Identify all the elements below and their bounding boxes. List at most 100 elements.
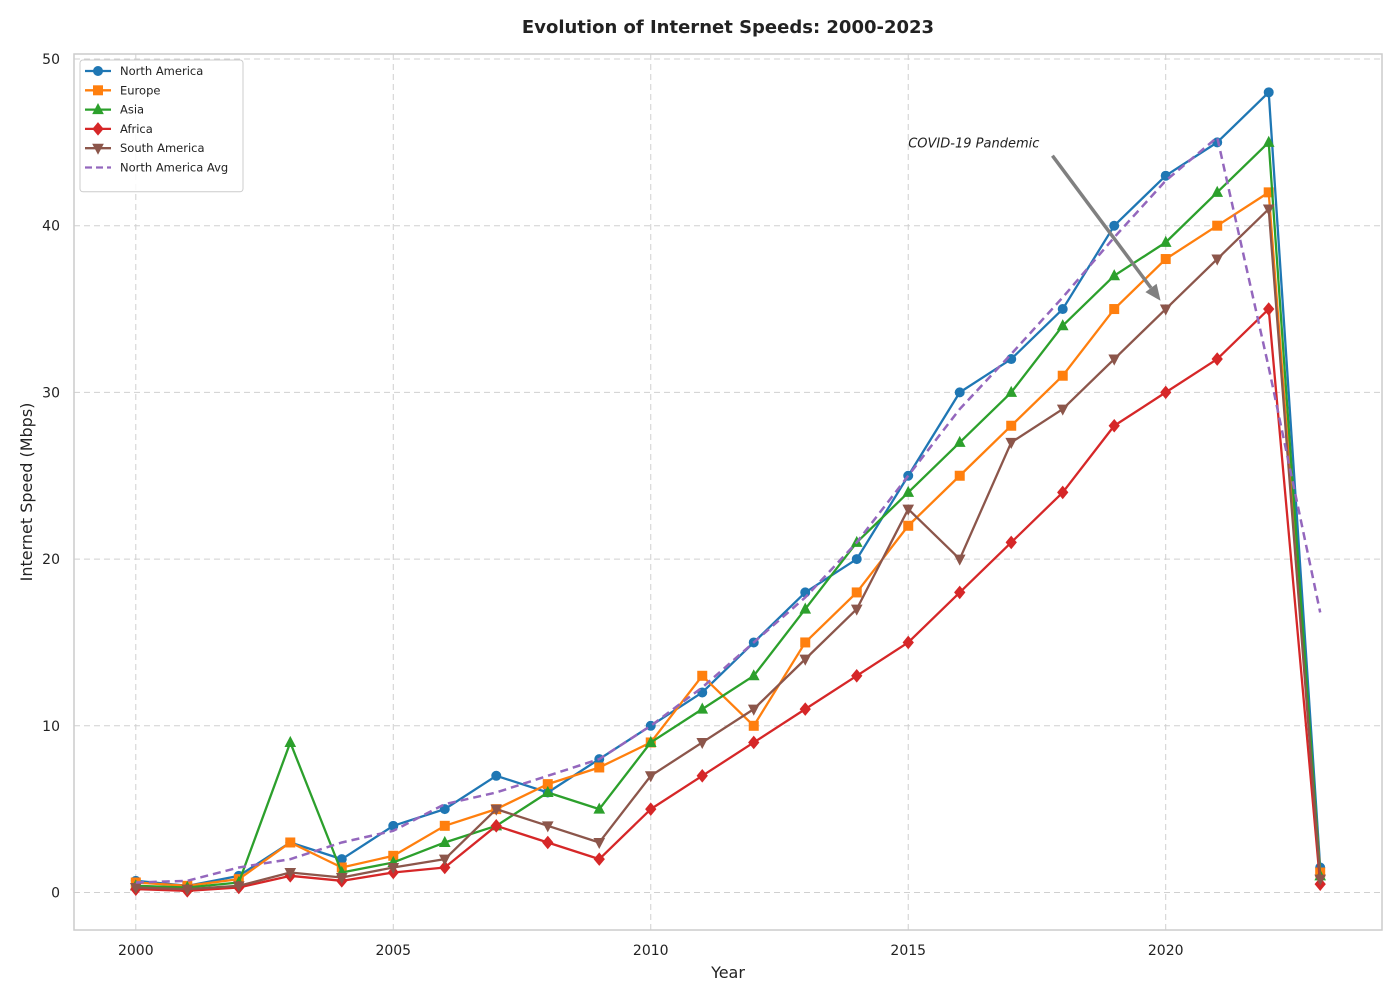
point-europe-2009: [594, 762, 605, 773]
point-north-america-2014: [851, 554, 862, 565]
y-tick-label-0: 0: [51, 885, 60, 901]
point-south-america-2011: [696, 737, 709, 750]
annotation-text: COVID-19 Pandemic: [908, 136, 1039, 151]
legend-label-europe: Europe: [120, 83, 160, 97]
point-africa-2018: [1057, 485, 1069, 500]
x-tick-label-2005: 2005: [375, 943, 411, 959]
point-europe-2003: [285, 837, 296, 848]
point-south-america-2016: [953, 554, 966, 566]
annotation-arrow-head: [1145, 283, 1161, 301]
point-asia-2006: [438, 835, 451, 847]
legend-label-south-america: South America: [120, 141, 205, 155]
point-south-america-2019: [1108, 354, 1121, 366]
legend-marker-africa: [92, 122, 104, 136]
point-asia-2018: [1056, 319, 1069, 331]
point-europe-2016: [954, 470, 965, 481]
point-north-america-2022: [1263, 87, 1274, 98]
point-africa-2019: [1108, 418, 1120, 433]
point-north-america-2007: [491, 770, 502, 781]
point-africa-2009: [593, 852, 605, 866]
point-africa-2012: [748, 735, 760, 750]
point-asia-2022: [1262, 135, 1275, 147]
series-south-america: [129, 204, 1327, 896]
point-south-america-2008: [541, 821, 554, 833]
point-south-america-2021: [1211, 254, 1224, 266]
point-north-america-2006: [439, 804, 450, 815]
x-tick-label-2020: 2020: [1148, 943, 1184, 959]
series-line-europe: [135, 191, 1322, 887]
x-tick-label-2000: 2000: [118, 943, 154, 959]
point-south-america-2002: [232, 881, 245, 893]
legend-marker-europe: [93, 85, 103, 96]
series-line-south-america: [135, 207, 1322, 891]
point-europe-2012: [748, 720, 759, 731]
series-line-asia: [135, 141, 1322, 889]
series-group: [129, 87, 1327, 898]
point-africa-2011: [696, 769, 708, 783]
point-south-america-2018: [1056, 404, 1069, 416]
point-europe-2006: [439, 820, 450, 831]
point-south-america-2023: [1314, 874, 1327, 886]
point-south-america-2007: [490, 804, 503, 816]
point-europe-2011: [697, 670, 708, 681]
point-north-america-2019: [1109, 220, 1120, 231]
point-europe-2019: [1109, 304, 1120, 315]
point-africa-2013: [799, 702, 811, 716]
point-africa-2021: [1211, 352, 1223, 366]
x-tick-label-2010: 2010: [633, 943, 669, 959]
legend-label-asia: Asia: [120, 103, 144, 117]
point-africa-2014: [851, 669, 863, 683]
x-axis-label: Year: [710, 963, 745, 982]
y-tick-label-20: 20: [42, 552, 60, 568]
point-north-america-2018: [1057, 304, 1068, 315]
point-europe-2014: [851, 587, 862, 598]
point-south-america-2022: [1262, 204, 1275, 216]
legend-marker-asia: [92, 103, 104, 115]
point-asia-2012: [747, 669, 760, 681]
series-africa: [130, 302, 1326, 898]
point-south-america-2009: [593, 837, 606, 850]
legend: North America Europe Asia Africa South Ameri…: [79, 59, 244, 193]
point-europe-2017: [1006, 420, 1017, 431]
point-asia-2003: [284, 735, 297, 747]
point-south-america-2017: [1005, 437, 1018, 449]
point-europe-2018: [1057, 370, 1068, 381]
point-africa-2007: [490, 819, 502, 833]
point-africa-2015: [902, 635, 914, 650]
series-line-africa: [135, 307, 1322, 892]
point-south-america-2005: [387, 862, 400, 875]
point-south-america-2010: [644, 771, 657, 783]
annotation: COVID-19 Pandemic: [908, 136, 1161, 301]
point-asia-2021: [1211, 185, 1224, 197]
y-tick-label-40: 40: [42, 219, 60, 235]
series-north-america-avg: [135, 136, 1322, 884]
point-africa-2010: [645, 802, 657, 816]
point-asia-2013: [799, 602, 812, 614]
point-south-america-2014: [850, 604, 863, 616]
y-axis-label: Internet Speed (Mbps): [17, 403, 36, 582]
point-asia-2017: [1005, 385, 1018, 397]
y-tick-label-50: 50: [42, 52, 60, 68]
legend-label-north-america-avg: North America Avg: [120, 161, 228, 175]
legend-label-north-america: North America: [120, 64, 203, 78]
point-europe-2020: [1160, 254, 1171, 265]
point-asia-2016: [953, 435, 966, 447]
point-south-america-2015: [902, 504, 915, 516]
point-europe-2021: [1212, 220, 1223, 231]
point-south-america-2012: [747, 704, 760, 716]
point-south-america-2004: [335, 872, 348, 885]
point-asia-2020: [1159, 235, 1172, 247]
annotation-arrow-shaft: [1051, 154, 1153, 289]
point-north-america-2016: [954, 387, 965, 398]
legend-marker-south-america: [92, 143, 104, 155]
point-asia-2008: [541, 785, 554, 797]
series-line-north-america-avg: [135, 136, 1322, 884]
point-asia-2010: [644, 735, 657, 747]
point-asia-2019: [1108, 269, 1121, 281]
point-africa-2020: [1160, 385, 1172, 400]
series-line-north-america: [135, 91, 1322, 887]
chart-title: Evolution of Internet Speeds: 2000-2023: [522, 17, 934, 38]
y-axis-ticks: 0 10 20 30 40 50: [42, 52, 60, 901]
point-south-america-2001: [181, 884, 194, 896]
